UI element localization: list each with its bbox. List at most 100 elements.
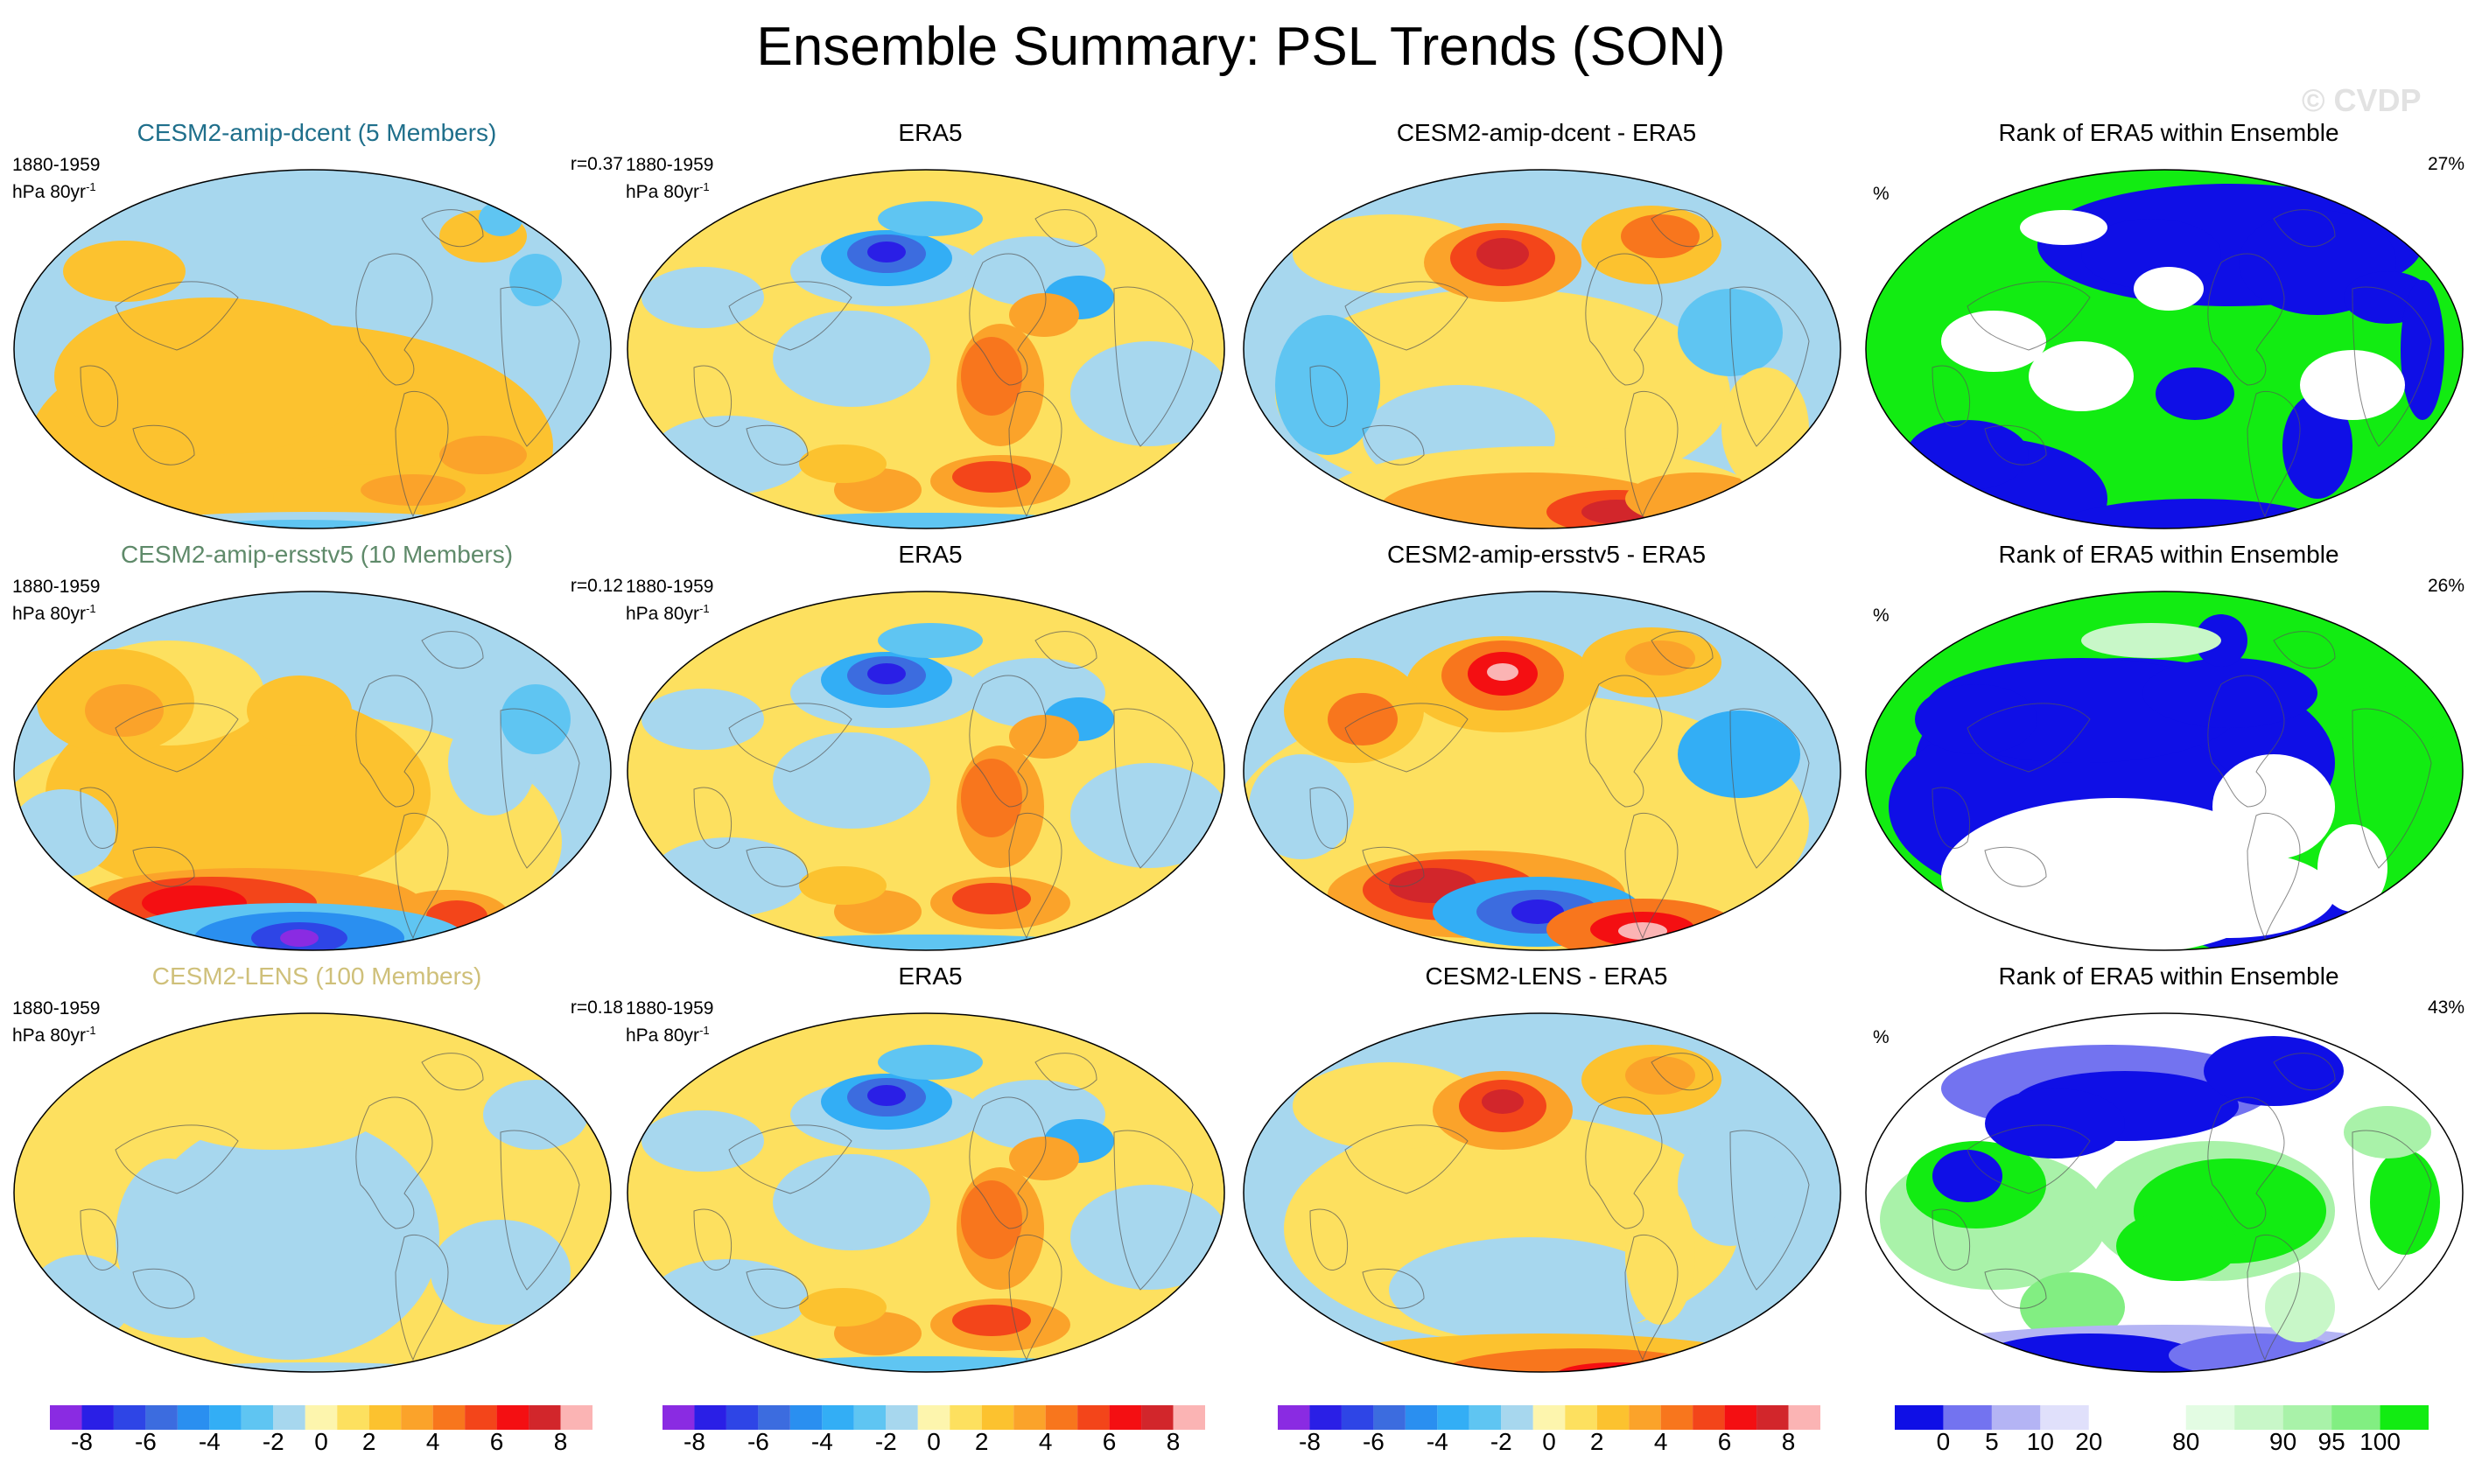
coastline (1585, 1096, 1663, 1229)
colorbar-swatch (1469, 1405, 1502, 1430)
field-contour (1590, 1368, 1643, 1372)
colorbar-swatch (1788, 1405, 1820, 1430)
colorbar-tick-label: 0 (1542, 1428, 1556, 1455)
coastline (1309, 1208, 1349, 1270)
map-border (1243, 1012, 1841, 1373)
model-map-row3 (13, 1012, 612, 1373)
field-contour (54, 298, 369, 455)
colorbar-swatch (177, 1405, 210, 1430)
colorbar-swatch (981, 1405, 1014, 1430)
field-contour (1976, 1334, 2204, 1372)
obs-map-row1 (627, 169, 1225, 529)
units-label: hPa 80yr-1 (626, 598, 713, 625)
diff-panel-title: CESM2-amip-dcent - ERA5 (1396, 119, 1697, 146)
coastline (2352, 1130, 2432, 1291)
coastline (2247, 812, 2301, 940)
field-contour (2081, 623, 2221, 658)
colorbar-swatch (2040, 1405, 2089, 1430)
field-contour (1482, 1089, 1524, 1114)
map-border (13, 1012, 612, 1373)
period-units-label: 1880-1959 hPa 80yr-1 (12, 576, 100, 625)
units-label: hPa 80yr-1 (12, 598, 100, 625)
colorbar-swatch (1532, 1405, 1566, 1430)
map-border (1243, 591, 1841, 951)
coastline (728, 1124, 852, 1194)
model-panel-title: CESM2-amip-ersstv5 (10 Members) (120, 541, 514, 568)
coastline (1729, 1130, 1810, 1291)
field-contour (799, 866, 887, 905)
colorbar-tick-label: 80 (2172, 1428, 2200, 1455)
coastline (1008, 1234, 1062, 1362)
panel-obs-row3: ERA5 1880-1959 hPa 80yr-1 (624, 962, 1237, 1386)
field-contour (2142, 658, 2317, 728)
colorbar-tick-label: 95 (2317, 1428, 2345, 1455)
colorbar-swatch (2282, 1405, 2332, 1430)
field-contour (1932, 1150, 2002, 1202)
colorbar-swatch (241, 1405, 274, 1430)
field-contour (2401, 280, 2444, 420)
coastline (969, 1096, 1047, 1229)
coastline (693, 1208, 733, 1270)
field-contour (952, 883, 1031, 914)
rank-map-row2 (1865, 591, 2464, 951)
colorbar-swatch (401, 1405, 433, 1430)
field-contour (952, 461, 1031, 493)
field-contour (2344, 1106, 2431, 1158)
coastline (1651, 209, 1714, 248)
colorbar-swatch (1501, 1405, 1533, 1430)
field-contour (961, 337, 1022, 416)
units-label: hPa 80yr-1 (12, 1019, 100, 1046)
colorbar-tick-label: -8 (684, 1428, 705, 1455)
field-contour (799, 1288, 887, 1326)
panel-model-row2: CESM2-amip-ersstv5 (10 Members) 1880-1959… (11, 541, 623, 964)
obs-panel-title: ERA5 (898, 119, 963, 146)
trend-colorbar-swatches (663, 1405, 1205, 1430)
panel-rank-row3: Rank of ERA5 within Ensemble% 43% (1862, 962, 2475, 1386)
map-border (1243, 169, 1841, 529)
coastline (115, 1124, 239, 1194)
coastline (1729, 286, 1810, 447)
rank-panel-title: Rank of ERA5 within Ensemble (1998, 541, 2339, 568)
coastline (1729, 708, 1810, 869)
colorbar-swatch (1341, 1405, 1374, 1430)
coastline (1651, 1053, 1714, 1091)
colorbar-swatch (758, 1405, 790, 1430)
trend-colorbar-col2: -8 -6 -4 -2 0 2 4 6 8 (661, 1404, 1207, 1455)
map-border (627, 1012, 1225, 1373)
field-contour (479, 201, 522, 236)
colorbar-tick-label: 4 (425, 1428, 440, 1455)
map-border (627, 591, 1225, 951)
field-contour (961, 1180, 1022, 1259)
field-contour (1275, 315, 1380, 455)
colorbar-swatch (789, 1405, 823, 1430)
coastline (355, 675, 433, 808)
field-contour (501, 684, 571, 754)
period-units-label: 1880-1959 hPa 80yr-1 (626, 576, 713, 625)
coastline (2352, 708, 2432, 869)
colorbar-swatch (1173, 1405, 1205, 1430)
colorbar-tick-label: 5 (1985, 1428, 1999, 1455)
pattern-correlation: r=0.18 (570, 998, 623, 1018)
field-contour (1985, 1088, 2125, 1158)
panel-model-row3: CESM2-LENS (100 Members) 1880-1959 hPa 80y… (11, 962, 623, 1386)
colorbar-tick-label: 8 (1781, 1428, 1796, 1455)
colorbar-tick-label: -2 (1490, 1428, 1512, 1455)
field-contour (85, 684, 164, 737)
colorbar-swatch (560, 1405, 592, 1430)
colorbar-swatch (1309, 1405, 1342, 1430)
colorbar-swatch (1437, 1405, 1469, 1430)
colorbar-swatch (529, 1405, 561, 1430)
field-contour (2370, 1150, 2440, 1255)
coastline (693, 365, 733, 427)
field-contour (773, 311, 930, 407)
colorbar-swatch (1373, 1405, 1406, 1430)
field-contour (102, 1362, 522, 1372)
field-contour (1009, 715, 1079, 759)
field-contour (2134, 267, 2204, 311)
coastline (1309, 787, 1349, 849)
coastline (395, 1234, 449, 1362)
coastline (2273, 209, 2336, 248)
field-contour (1941, 311, 2046, 372)
units-exponent: -1 (699, 602, 710, 615)
coastline (1008, 390, 1062, 518)
